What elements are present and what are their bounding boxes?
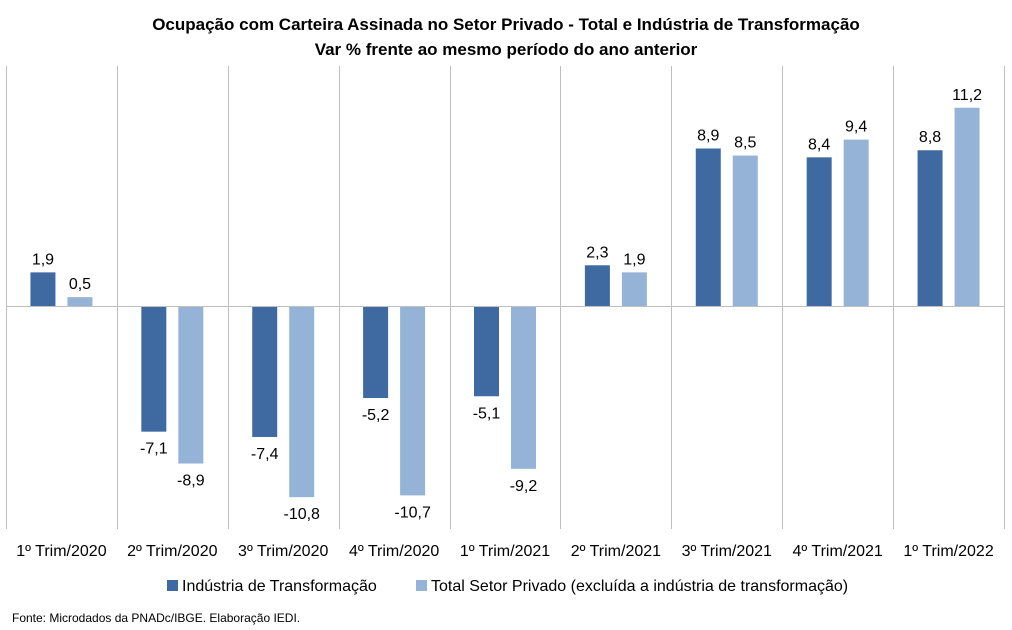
- data-label-industria-2: -7,1: [140, 441, 168, 458]
- data-label-industria-5: -5,1: [473, 405, 501, 422]
- plot-area: 1,9 0,5 1º Trim/2020 -7,1 -8,9 2º Trim/2020 -7…: [6, 66, 1005, 560]
- x-tick-label: 3º Trim/2020: [238, 543, 328, 560]
- x-tick-label: 4º Trim/2020: [349, 543, 439, 560]
- bar-industria-8: [806, 157, 832, 306]
- data-label-total-3: -10,8: [283, 506, 320, 523]
- data-label-total-7: 8,5: [734, 135, 756, 152]
- data-label-industria-8: 8,4: [808, 136, 830, 153]
- data-label-industria-9: 8,8: [919, 129, 941, 146]
- data-label-industria-3: -7,4: [251, 446, 279, 463]
- x-tick-label: 4º Trim/2021: [793, 543, 883, 560]
- bar-industria-9: [917, 150, 943, 306]
- bar-industria-1: [30, 272, 56, 306]
- bar-total-6: [621, 272, 647, 306]
- bar-total-3: [289, 306, 315, 498]
- legend-swatch-total: [416, 580, 427, 591]
- data-label-industria-4: -5,2: [362, 407, 390, 424]
- x-tick-label: 3º Trim/2021: [682, 543, 772, 560]
- x-tick-label: 1º Trim/2022: [903, 543, 993, 560]
- data-label-industria-7: 8,9: [697, 127, 719, 144]
- legend-swatch-industria: [167, 580, 178, 591]
- bar-total-4: [400, 306, 426, 496]
- data-label-total-1: 0,5: [69, 276, 91, 293]
- bar-total-5: [511, 306, 536, 469]
- bar-total-7: [732, 155, 758, 306]
- chart-subtitle: Var % frente ao mesmo período do ano ant…: [315, 40, 698, 59]
- data-label-industria-6: 2,3: [586, 244, 608, 261]
- legend: Indústria de Transformação Total Setor P…: [167, 578, 848, 595]
- bar-industria-4: [363, 306, 389, 399]
- x-tick-label: 2º Trim/2020: [127, 543, 217, 560]
- data-label-total-8: 9,4: [845, 119, 867, 136]
- bar-total-8: [843, 139, 869, 306]
- bar-total-9: [954, 107, 980, 306]
- bar-total-1: [67, 297, 93, 306]
- data-label-total-5: -9,2: [510, 478, 538, 495]
- data-label-total-4: -10,7: [394, 504, 431, 521]
- x-tick-label: 1º Trim/2020: [16, 543, 106, 560]
- data-label-total-6: 1,9: [623, 251, 645, 268]
- chart-title: Ocupação com Carteira Assinada no Setor …: [152, 15, 860, 34]
- data-label-total-2: -8,9: [177, 473, 205, 490]
- x-tick-label: 1º Trim/2021: [460, 543, 550, 560]
- legend-label-industria: Indústria de Transformação: [182, 578, 377, 595]
- x-tick-label: 2º Trim/2021: [571, 543, 661, 560]
- source-note: Fonte: Microdados da PNADc/IBGE. Elabora…: [12, 611, 300, 625]
- bar-industria-2: [141, 306, 167, 432]
- legend-label-total: Total Setor Privado (excluída a indústri…: [431, 578, 848, 595]
- bar-industria-5: [474, 306, 499, 397]
- data-label-industria-1: 1,9: [32, 251, 54, 268]
- bar-total-2: [178, 306, 204, 464]
- bar-industria-3: [252, 306, 278, 437]
- data-label-total-9: 11,2: [952, 87, 982, 104]
- bar-industria-6: [584, 265, 610, 306]
- bar-industria-7: [695, 148, 721, 306]
